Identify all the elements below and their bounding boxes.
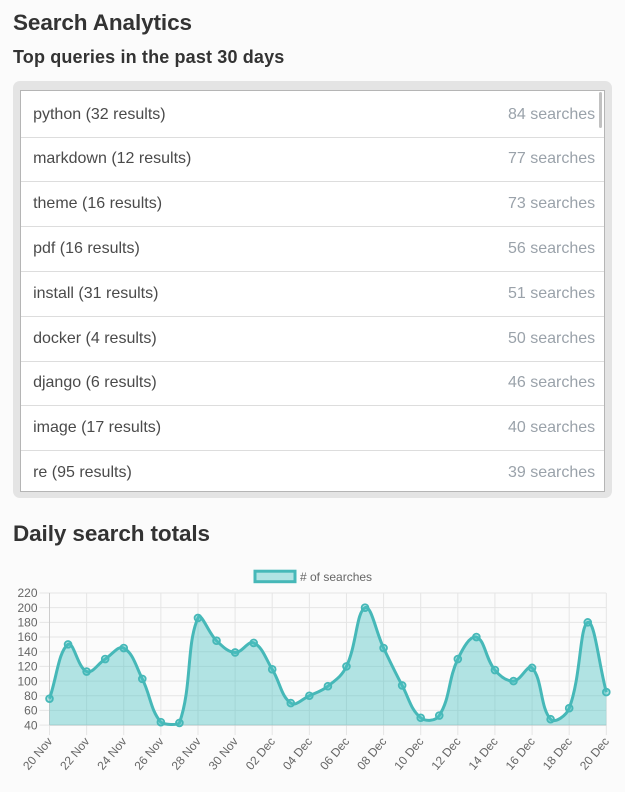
svg-text:100: 100 — [17, 674, 37, 688]
svg-text:80: 80 — [24, 689, 38, 703]
svg-text:02 Dec: 02 Dec — [243, 735, 278, 773]
svg-text:16 Dec: 16 Dec — [503, 735, 538, 773]
svg-text:18 Dec: 18 Dec — [540, 735, 575, 773]
svg-text:120: 120 — [17, 660, 37, 674]
svg-text:22 Nov: 22 Nov — [57, 735, 92, 773]
svg-text:160: 160 — [17, 630, 37, 644]
svg-text:14 Dec: 14 Dec — [466, 735, 501, 773]
svg-text:24 Nov: 24 Nov — [94, 735, 129, 773]
svg-text:20 Dec: 20 Dec — [577, 735, 612, 773]
svg-text:220: 220 — [17, 586, 37, 600]
svg-text:08 Dec: 08 Dec — [354, 735, 389, 773]
svg-text:60: 60 — [24, 704, 38, 718]
svg-text:40: 40 — [24, 718, 38, 732]
svg-text:# of searches: # of searches — [300, 570, 372, 584]
svg-text:06 Dec: 06 Dec — [317, 735, 352, 773]
svg-text:10 Dec: 10 Dec — [391, 735, 426, 773]
svg-text:200: 200 — [17, 601, 37, 615]
svg-text:140: 140 — [17, 645, 37, 659]
svg-text:04 Dec: 04 Dec — [280, 735, 315, 773]
svg-text:26 Nov: 26 Nov — [131, 735, 166, 773]
svg-text:20 Nov: 20 Nov — [20, 735, 55, 773]
svg-text:12 Dec: 12 Dec — [428, 735, 463, 773]
svg-text:30 Nov: 30 Nov — [206, 735, 241, 773]
svg-text:180: 180 — [17, 616, 37, 630]
svg-text:28 Nov: 28 Nov — [169, 735, 204, 773]
